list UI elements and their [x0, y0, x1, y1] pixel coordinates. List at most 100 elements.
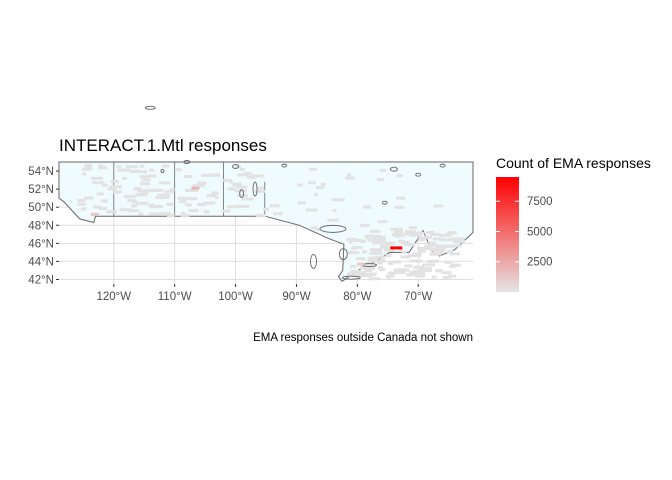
response-cell — [137, 170, 148, 174]
x-tick-label: 120°W — [96, 291, 131, 303]
response-cell — [424, 244, 435, 248]
response-cell — [138, 212, 144, 216]
hotspot-cells — [90, 186, 403, 266]
y-tick-label: 52°N — [28, 184, 54, 196]
x-tick-label: 80°W — [343, 291, 371, 303]
response-cell — [110, 185, 123, 189]
lake — [144, 105, 156, 110]
response-cell — [131, 204, 138, 208]
response-cell — [446, 250, 453, 254]
response-cell — [407, 273, 421, 277]
response-cell — [441, 248, 446, 252]
response-cell — [140, 182, 150, 186]
response-cell — [425, 235, 432, 239]
response-cell — [372, 249, 383, 253]
response-cell — [367, 258, 373, 262]
response-cell — [345, 176, 356, 180]
response-cell — [383, 248, 395, 252]
response-cell — [442, 275, 452, 279]
response-cell — [397, 268, 406, 272]
response-cell — [237, 173, 248, 177]
response-cell — [431, 275, 437, 279]
response-cell — [181, 211, 186, 215]
response-cell — [426, 231, 435, 234]
response-cell — [148, 212, 161, 216]
response-cell — [82, 172, 87, 176]
response-cell — [151, 188, 164, 192]
response-cell — [305, 208, 318, 212]
response-cell — [157, 212, 171, 216]
response-cell — [438, 233, 452, 237]
response-cell — [98, 206, 107, 210]
response-cell — [390, 227, 403, 231]
response-cell — [406, 273, 413, 277]
response-cell — [381, 242, 390, 246]
response-cell — [350, 264, 357, 268]
response-cell — [444, 260, 453, 264]
response-cell — [310, 226, 318, 230]
response-cell — [313, 193, 318, 197]
lake — [239, 189, 245, 199]
map-title: INTERACT.1.Mtl responses — [59, 136, 267, 155]
response-cell — [376, 238, 386, 242]
y-tick-label: 46°N — [28, 238, 54, 250]
response-cell — [164, 195, 170, 199]
response-cell — [237, 194, 248, 198]
response-cell — [429, 252, 442, 256]
hotspot-montreal — [390, 246, 403, 250]
response-cell — [448, 274, 457, 278]
response-cell — [375, 255, 386, 259]
response-cell — [236, 185, 248, 189]
response-cell — [197, 203, 207, 206]
response-cell — [166, 202, 174, 206]
lake — [160, 169, 165, 173]
response-cell — [435, 245, 446, 249]
y-tick-label: 44°N — [28, 256, 54, 268]
response-cell — [377, 261, 384, 265]
response-cell — [370, 229, 381, 233]
response-cell — [164, 190, 174, 194]
response-cell — [362, 250, 367, 254]
response-cell — [77, 199, 85, 203]
response-cell — [350, 269, 362, 273]
response-cell — [393, 234, 405, 238]
response-cell — [91, 176, 103, 180]
response-cell — [106, 210, 117, 214]
response-cell — [185, 188, 199, 192]
lake — [381, 200, 388, 205]
response-cell — [227, 205, 238, 209]
response-cell — [110, 179, 119, 183]
response-cell — [237, 204, 250, 208]
response-cell — [122, 176, 128, 180]
response-cell — [413, 254, 420, 257]
response-cell — [157, 193, 171, 197]
lake — [341, 275, 361, 280]
response-cell — [420, 272, 425, 276]
response-cell — [155, 196, 169, 199]
response-cell — [413, 265, 425, 269]
response-cell — [348, 240, 353, 244]
response-cell — [192, 184, 205, 188]
legend-title: Count of EMA responses — [496, 155, 651, 171]
response-cell — [393, 230, 403, 234]
response-cell — [263, 207, 269, 211]
response-cell — [435, 269, 443, 273]
response-cell — [332, 208, 337, 212]
response-cell — [380, 168, 386, 172]
lake — [439, 163, 446, 168]
response-cell — [346, 274, 356, 278]
response-cell — [436, 251, 442, 254]
response-cell — [378, 266, 384, 269]
response-cell — [98, 166, 108, 170]
response-cell — [396, 196, 406, 200]
response-cell — [81, 167, 91, 171]
response-cell — [450, 263, 461, 267]
response-cell — [197, 181, 207, 185]
response-cell — [379, 245, 392, 249]
response-cell — [364, 272, 372, 276]
response-cell — [222, 209, 231, 213]
response-cell — [92, 181, 105, 185]
legend-label: 5000 — [527, 226, 553, 238]
legend: Count of EMA responses 7500 5000 2500 — [496, 155, 651, 292]
